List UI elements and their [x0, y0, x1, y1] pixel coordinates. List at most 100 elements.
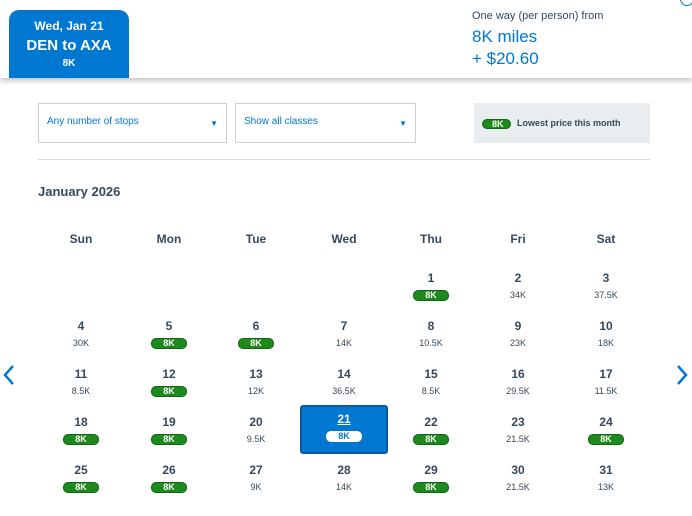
day-price: 30K: [72, 338, 89, 348]
day-price: 21.5K: [506, 482, 530, 492]
day-price: 9.5K: [246, 434, 266, 444]
day-number: 21: [337, 412, 351, 426]
stops-select-value: Any number of stops: [47, 116, 139, 127]
day-number: 17: [599, 367, 613, 381]
calendar-day-6[interactable]: 6 8K: [212, 313, 300, 361]
day-number: 10: [599, 319, 613, 333]
lowest-price-badge: 8K: [151, 482, 187, 493]
day-number: 4: [77, 319, 85, 333]
day-number: 14: [337, 367, 351, 381]
lowest-price-badge: 8K: [151, 386, 187, 397]
calendar-day-1[interactable]: 1 8K: [387, 265, 475, 313]
weekday-fri: Fri: [510, 232, 526, 246]
day-price: 23K: [509, 338, 526, 348]
calendar-day-5[interactable]: 5 8K: [125, 313, 213, 361]
calendar-day-30[interactable]: 30 21.5K: [474, 457, 562, 505]
calendar-day-7[interactable]: 7 14K: [300, 313, 388, 361]
day-number: 15: [424, 367, 438, 381]
classes-select-value: Show all classes: [244, 116, 318, 127]
lowest-price-badge: 8K: [588, 434, 624, 445]
day-price: 13K: [597, 482, 614, 492]
chevron-right-icon[interactable]: [673, 360, 691, 390]
day-number: 18: [74, 415, 88, 429]
day-price: 9K: [250, 482, 262, 492]
calendar-day-17[interactable]: 17 11.5K: [562, 361, 650, 409]
calendar-day-20[interactable]: 20 9.5K: [212, 409, 300, 457]
lowest-price-badge: 8K: [238, 338, 274, 349]
tab-price: 8K: [62, 58, 76, 69]
day-number: 16: [511, 367, 525, 381]
lowest-price-badge: 8K: [151, 434, 187, 445]
day-number: 30: [511, 463, 525, 477]
tab-date: Wed, Jan 21: [34, 19, 104, 33]
calendar-day-19[interactable]: 19 8K: [125, 409, 213, 457]
chevron-left-icon[interactable]: [0, 360, 18, 390]
day-price: 34K: [509, 290, 526, 300]
calendar-day-3[interactable]: 3 37.5K: [562, 265, 650, 313]
day-number: 23: [511, 415, 525, 429]
selected-date-tab[interactable]: Wed, Jan 21 DEN to AXA 8K: [9, 10, 129, 78]
day-price: 10.5K: [419, 338, 443, 348]
day-number: 31: [599, 463, 613, 477]
info-icon[interactable]: [680, 0, 692, 6]
calendar-day-23[interactable]: 23 21.5K: [474, 409, 562, 457]
lowest-price-badge: 8K: [413, 290, 449, 301]
calendar-day-25[interactable]: 25 8K: [37, 457, 125, 505]
calendar-day-4[interactable]: 4 30K: [37, 313, 125, 361]
day-number: 8: [427, 319, 435, 333]
calendar-day-13[interactable]: 13 12K: [212, 361, 300, 409]
day-number: 28: [337, 463, 351, 477]
day-price: 8.5K: [71, 386, 91, 396]
calendar-day-29[interactable]: 29 8K: [387, 457, 475, 505]
calendar-day-24[interactable]: 24 8K: [562, 409, 650, 457]
day-number: 22: [424, 415, 438, 429]
lowest-price-badge: 8K: [63, 482, 99, 493]
day-price: 11.5K: [594, 386, 618, 396]
weekday-wed: Wed: [331, 232, 357, 246]
lowest-price-badge: 8K: [326, 431, 362, 442]
calendar-day-21[interactable]: 21 8K: [300, 405, 388, 454]
day-number: 24: [599, 415, 613, 429]
calendar-day-16[interactable]: 16 29.5K: [474, 361, 562, 409]
calendar-day-28[interactable]: 28 14K: [300, 457, 388, 505]
day-price: 36.5K: [332, 386, 356, 396]
day-number: 12: [162, 367, 176, 381]
calendar-day-8[interactable]: 8 10.5K: [387, 313, 475, 361]
calendar-day-14[interactable]: 14 36.5K: [300, 361, 388, 409]
weekday-thu: Thu: [420, 232, 442, 246]
day-number: 20: [249, 415, 263, 429]
day-price: 21.5K: [506, 434, 530, 444]
legend-text: Lowest price this month: [517, 118, 621, 128]
day-price: 12K: [247, 386, 264, 396]
day-price: 8.5K: [421, 386, 441, 396]
stops-select[interactable]: Any number of stops ▼: [38, 103, 227, 143]
calendar-day-10[interactable]: 10 18K: [562, 313, 650, 361]
day-number: 9: [514, 319, 522, 333]
fare-label: One way (per person) from: [472, 10, 604, 22]
lowest-price-badge: 8K: [413, 434, 449, 445]
weekday-tue: Tue: [245, 232, 267, 246]
day-number: 26: [162, 463, 176, 477]
calendar-day-22[interactable]: 22 8K: [387, 409, 475, 457]
weekday-sat: Sat: [596, 232, 616, 246]
lowest-price-badge: 8K: [63, 434, 99, 445]
calendar-day-18[interactable]: 18 8K: [37, 409, 125, 457]
calendar-day-2[interactable]: 2 34K: [474, 265, 562, 313]
calendar-day-9[interactable]: 9 23K: [474, 313, 562, 361]
day-price: 29.5K: [506, 386, 530, 396]
calendar-day-31[interactable]: 31 13K: [562, 457, 650, 505]
caret-down-icon: ▼: [210, 119, 218, 128]
lowest-price-badge: 8K: [413, 482, 449, 493]
classes-select[interactable]: Show all classes ▼: [235, 103, 416, 143]
month-title: January 2026: [38, 184, 121, 199]
day-number: 6: [252, 319, 260, 333]
calendar-day-11[interactable]: 11 8.5K: [37, 361, 125, 409]
calendar-day-12[interactable]: 12 8K: [125, 361, 213, 409]
calendar-day-27[interactable]: 27 9K: [212, 457, 300, 505]
caret-down-icon: ▼: [399, 119, 407, 128]
calendar-day-15[interactable]: 15 8.5K: [387, 361, 475, 409]
day-price: 14K: [335, 338, 352, 348]
calendar-day-26[interactable]: 26 8K: [125, 457, 213, 505]
fare-summary: One way (per person) from 8K miles + $20…: [472, 10, 603, 69]
day-number: 27: [249, 463, 263, 477]
